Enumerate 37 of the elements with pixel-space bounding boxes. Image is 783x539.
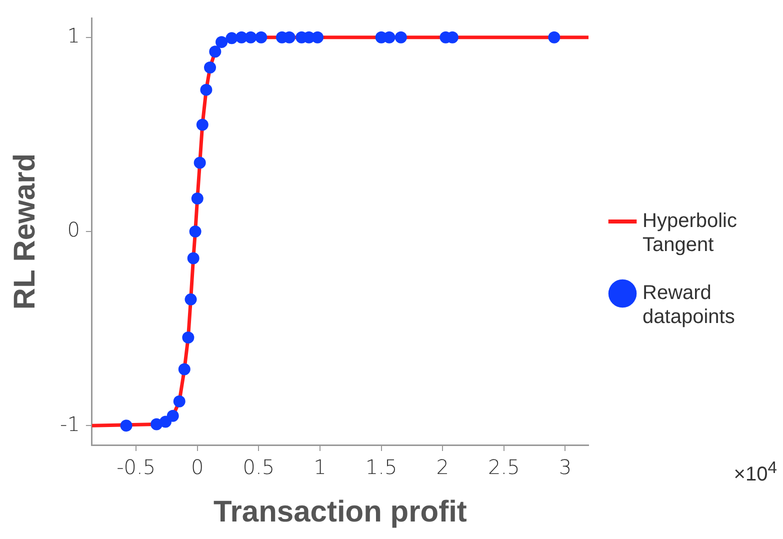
point xyxy=(184,293,197,306)
point xyxy=(312,31,324,44)
y-tick-label: 1 xyxy=(67,24,80,48)
point xyxy=(178,363,190,376)
x-tick-label: 2 xyxy=(436,455,449,480)
x-tick-label: 1.5 xyxy=(365,455,398,480)
point xyxy=(191,192,204,205)
x-tick-label: 0.5 xyxy=(242,455,275,480)
x-tick-label: -0.5 xyxy=(116,455,156,480)
point xyxy=(194,156,206,169)
point xyxy=(226,32,238,44)
x-axis-title: Transaction profit xyxy=(214,495,467,528)
y-tick-label: 0 xyxy=(67,218,80,242)
point xyxy=(255,31,268,44)
point xyxy=(196,118,208,131)
x-tick-label: 0 xyxy=(191,455,204,480)
point xyxy=(182,331,194,344)
point xyxy=(209,46,222,58)
point xyxy=(244,31,257,44)
point xyxy=(187,252,200,264)
x-tick-label: 2.5 xyxy=(488,455,520,480)
x-tick-label: 3 xyxy=(558,455,572,480)
point xyxy=(189,226,202,238)
point xyxy=(216,36,228,48)
legend-label: Reward datapoints xyxy=(642,282,735,328)
point xyxy=(166,410,179,422)
point xyxy=(173,395,186,408)
point xyxy=(394,31,407,44)
legend-label: Hyperbolic Tangent xyxy=(642,210,737,256)
point xyxy=(200,84,212,96)
point xyxy=(548,31,560,44)
text: ×10$^{4}$ xyxy=(734,458,777,487)
y-tick-label: -1 xyxy=(60,412,80,436)
y-axis-title: RL Reward xyxy=(8,153,42,310)
point xyxy=(204,61,216,74)
point xyxy=(120,420,132,432)
x-tick-label: 1 xyxy=(314,455,326,480)
